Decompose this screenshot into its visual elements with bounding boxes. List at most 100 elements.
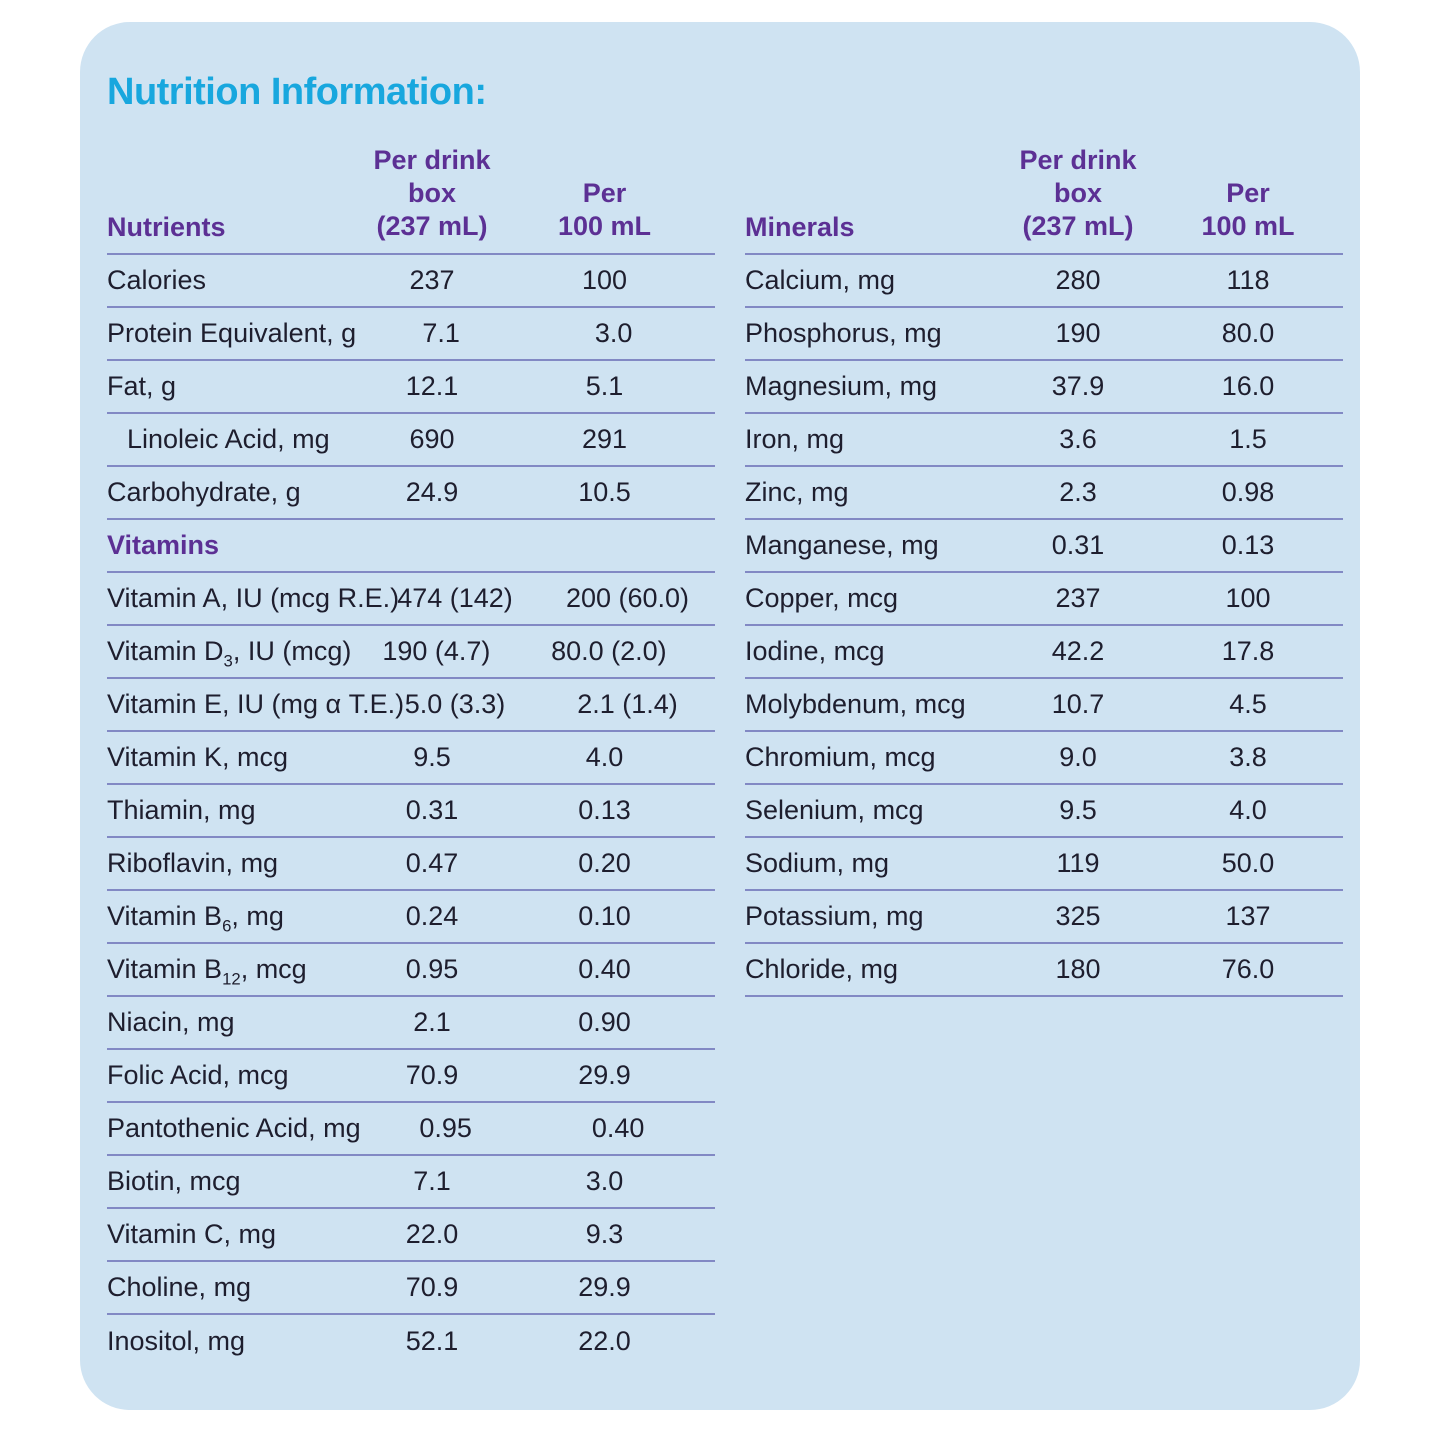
nutrient-label: Vitamin B12, mcg	[107, 954, 307, 989]
table-row: Vitamin C, mg 22.0 9.3	[107, 1209, 715, 1262]
nutrient-label: Calcium, mg	[745, 265, 896, 295]
table-row: Sodium, mg 119 50.0	[745, 838, 1343, 891]
value-per-100ml: 0.13	[1221, 530, 1275, 560]
nutrient-label: Pantothenic Acid, mg	[107, 1113, 361, 1143]
column-header-line: (237 mL)	[376, 211, 488, 241]
value-per-100ml: 16.0	[1221, 371, 1275, 401]
nutrient-label: Vitamin D3, IU (mcg)	[107, 636, 352, 671]
value-per-100ml: 0.40	[578, 954, 631, 984]
nutrient-label: Magnesium, mg	[745, 371, 938, 401]
nutrient-label: Vitamin C, mg	[107, 1219, 277, 1249]
column-header-line: Per	[582, 178, 627, 208]
table-row: Chloride, mg 180 76.0	[745, 944, 1343, 997]
nutrient-label: Chloride, mg	[745, 954, 899, 984]
value-per-drink-box: 0.95	[419, 1113, 472, 1143]
table-row: Vitamin K, mcg 9.5 4.0	[107, 732, 715, 785]
nutrient-label: Biotin, mcg	[107, 1166, 241, 1196]
table-row: Protein Equivalent, g 7.1 3.0	[107, 308, 715, 361]
value-per-100ml: 0.98	[1221, 477, 1275, 507]
value-per-100ml: 80.0 (2.0)	[551, 636, 667, 666]
value-per-drink-box: 0.31	[1051, 530, 1105, 560]
value-per-100ml: 0.13	[578, 795, 631, 825]
value-per-drink-box: 7.1	[422, 318, 460, 348]
value-per-drink-box: 474 (142)	[397, 583, 513, 613]
value-per-drink-box: 70.9	[405, 1272, 459, 1302]
column-header-per-100ml: Per 100 mL	[1163, 177, 1333, 243]
nutrient-label: Manganese, mg	[745, 530, 939, 560]
minerals-header-row: Minerals Per drink box (237 mL) Per 100 …	[745, 144, 1343, 255]
table-row: Manganese, mg 0.31 0.13	[745, 520, 1343, 573]
nutrient-label: Sodium, mg	[745, 848, 890, 878]
value-per-drink-box: 52.1	[405, 1326, 459, 1356]
table-row: Fat, g 12.1 5.1	[107, 361, 715, 414]
value-per-drink-box: 3.6	[1059, 424, 1097, 454]
value-per-100ml: 22.0	[578, 1326, 631, 1356]
column-header-per-100ml: Per 100 mL	[517, 177, 692, 243]
nutrient-label: Folic Acid, mcg	[107, 1060, 289, 1090]
nutrient-label: Fat, g	[107, 371, 177, 401]
table-row: Folic Acid, mcg 70.9 29.9	[107, 1050, 715, 1103]
value-per-100ml: 9.3	[585, 1219, 624, 1249]
value-per-drink-box: 0.24	[405, 901, 459, 931]
value-per-drink-box: 24.9	[405, 477, 459, 507]
nutrient-label: Chromium, mcg	[745, 742, 936, 772]
nutrient-label: Molybdenum, mcg	[745, 689, 966, 719]
column-header-line: 100 mL	[1201, 211, 1295, 241]
value-per-100ml: 3.8	[1229, 742, 1267, 772]
value-per-drink-box: 9.0	[1059, 742, 1097, 772]
table-row: Zinc, mg 2.3 0.98	[745, 467, 1343, 520]
column-header-per-drink-box: Per drink box (237 mL)	[347, 144, 517, 243]
value-per-100ml: 0.90	[578, 1007, 631, 1037]
nutrients-table: Nutrients Per drink box (237 mL) Per 100…	[107, 112, 715, 1368]
table-row: Vitamin B12, mcg 0.95 0.40	[107, 944, 715, 997]
value-per-100ml: 3.0	[594, 318, 633, 348]
nutrients-header-row: Nutrients Per drink box (237 mL) Per 100…	[107, 144, 715, 255]
nutrient-label: Thiamin, mg	[107, 795, 256, 825]
value-per-drink-box: 70.9	[405, 1060, 459, 1090]
value-per-drink-box: 7.1	[413, 1166, 451, 1196]
nutrient-label: Niacin, mg	[107, 1007, 235, 1037]
value-per-drink-box: 42.2	[1051, 636, 1105, 666]
value-per-drink-box: 37.9	[1051, 371, 1105, 401]
nutrient-label: Calories	[107, 265, 207, 295]
page-title: Nutrition Information:	[107, 71, 487, 113]
value-per-drink-box: 690	[409, 424, 455, 454]
value-per-100ml: 200 (60.0)	[565, 583, 690, 613]
nutrient-label: Vitamin E, IU (mg α T.E.)	[107, 689, 405, 719]
value-per-100ml: 0.40	[591, 1113, 645, 1143]
table-row: Niacin, mg 2.1 0.90	[107, 997, 715, 1050]
section-title: Vitamins	[107, 530, 220, 560]
table-row: Riboflavin, mg 0.47 0.20	[107, 838, 715, 891]
value-per-drink-box: 22.0	[405, 1219, 459, 1249]
value-per-100ml: 0.20	[578, 848, 631, 878]
nutrient-label: Vitamin A, IU (mcg R.E.)	[107, 583, 400, 613]
value-per-drink-box: 0.47	[405, 848, 459, 878]
nutrient-label: Choline, mg	[107, 1272, 252, 1302]
table-row: Choline, mg 70.9 29.9	[107, 1262, 715, 1315]
table-row: Iodine, mcg 42.2 17.8	[745, 626, 1343, 679]
minerals-table: Minerals Per drink box (237 mL) Per 100 …	[745, 112, 1343, 1368]
table-row: Biotin, mcg 7.1 3.0	[107, 1156, 715, 1209]
value-per-100ml: 10.5	[578, 477, 631, 507]
value-per-drink-box: 325	[1055, 901, 1101, 931]
nutrient-label: Riboflavin, mg	[107, 848, 279, 878]
value-per-drink-box: 280	[1055, 265, 1101, 295]
column-header-line: Per	[1226, 178, 1270, 208]
value-per-drink-box: 119	[1056, 848, 1100, 878]
table-row: Potassium, mg 325 137	[745, 891, 1343, 944]
value-per-100ml: 137	[1225, 901, 1271, 931]
value-per-drink-box: 2.1	[413, 1007, 451, 1037]
value-per-100ml: 1.5	[1229, 424, 1267, 454]
table-row: Vitamin A, IU (mcg R.E.) 474 (142) 200 (60…	[107, 573, 715, 626]
value-per-100ml: 4.0	[1229, 795, 1267, 825]
value-per-100ml: 100	[1225, 583, 1271, 613]
table-row: Molybdenum, mcg 10.7 4.5	[745, 679, 1343, 732]
value-per-100ml: 29.9	[578, 1272, 631, 1302]
table-row: Vitamin E, IU (mg α T.E.) 5.0 (3.3) 2.1 (1…	[107, 679, 715, 732]
table-row: Vitamin B6, mg 0.24 0.10	[107, 891, 715, 944]
nutrient-label: Carbohydrate, g	[107, 477, 301, 507]
nutrient-label: Inositol, mg	[107, 1326, 246, 1356]
column-header-per-drink-box: Per drink box (237 mL)	[993, 144, 1163, 243]
table-row: Carbohydrate, g 24.9 10.5	[107, 467, 715, 520]
column-header-line: Per drink box	[373, 145, 491, 208]
